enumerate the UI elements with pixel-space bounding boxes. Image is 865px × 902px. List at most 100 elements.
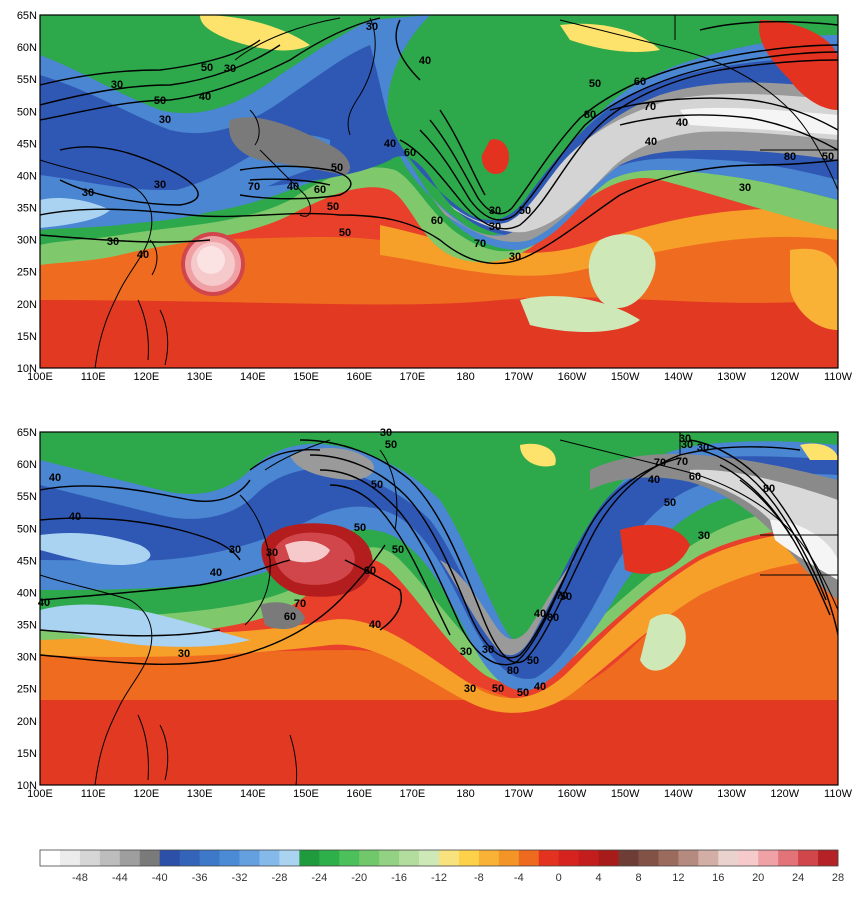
colorbar-tick-label: 12: [672, 872, 684, 884]
lon-label: 170W: [504, 788, 533, 800]
contour-label: 40: [287, 181, 299, 193]
colorbar-cell: [379, 850, 400, 866]
colorbar-cell: [598, 850, 619, 866]
colorbar-cell: [239, 850, 260, 866]
lon-label: 140E: [240, 788, 266, 800]
colorbar-cell: [219, 850, 240, 866]
contour-label: 40: [534, 608, 546, 620]
colorbar-tick-label: -36: [192, 872, 208, 884]
contour-label: 30: [698, 530, 710, 542]
colorbar-cell: [698, 850, 719, 866]
lon-label: 150W: [611, 371, 640, 383]
contour-label: 30: [482, 644, 494, 656]
colorbar: -48 -44 -40 -36 -32 -28 -24 -20 -16 -12 -8 -4 0 4 8 12 1…: [39, 849, 844, 884]
lon-label: 180: [456, 371, 474, 383]
contour-label: 80: [547, 612, 559, 624]
colorbar-tick-label: 4: [596, 872, 602, 884]
lon-label: 110W: [824, 371, 853, 383]
colorbar-cell: [778, 850, 799, 866]
lon-label: 120W: [770, 788, 799, 800]
lon-label: 180: [456, 788, 474, 800]
lon-label: 160W: [558, 371, 587, 383]
colorbar-cell: [339, 850, 360, 866]
bottom-panel-frame: [39, 431, 839, 786]
lat-label: 10N: [17, 780, 37, 792]
colorbar-tick-label: -44: [112, 872, 128, 884]
colorbar-cell: [518, 850, 540, 866]
contour-label: 40: [369, 619, 381, 631]
contour-label: 60: [284, 611, 296, 623]
colorbar-tick-label: 20: [752, 872, 764, 884]
contour-label: 40: [384, 138, 396, 150]
contour-label: 80: [763, 483, 775, 495]
lat-label: 45N: [17, 138, 37, 150]
colorbar-cell: [99, 850, 121, 866]
colorbar-labels: -48 -44 -40 -36 -32 -28 -24 -20 -16 -12 -8 -4 0 4 8 12 1…: [72, 872, 844, 884]
colorbar-cell: [798, 850, 819, 866]
lon-label: 170E: [400, 371, 426, 383]
lon-label: 140E: [240, 371, 266, 383]
colorbar-tick-label: -20: [351, 872, 367, 884]
lon-label: 160E: [346, 788, 372, 800]
lat-label: 10N: [17, 363, 37, 375]
colorbar-cell: [758, 850, 779, 866]
contour-label: 30: [107, 236, 119, 248]
contour-label: 40: [49, 472, 61, 484]
lon-label: 150E: [293, 371, 319, 383]
colorbar-tick-label: -8: [474, 872, 484, 884]
contour-label: 50: [371, 479, 383, 491]
colorbar-cell: [279, 850, 300, 866]
colorbar-tick-label: -16: [391, 872, 407, 884]
colorbar-cell: [299, 850, 320, 866]
bottom-coastlines: [40, 432, 838, 785]
lon-label: 120E: [134, 371, 160, 383]
colorbar-cell: [618, 850, 639, 866]
lat-label: 40N: [17, 587, 37, 599]
contour-label: 50: [385, 439, 397, 451]
colorbar-cell: [319, 850, 340, 866]
lon-label: 160E: [346, 371, 372, 383]
lat-label: 35N: [17, 203, 37, 215]
colorbar-tick-label: 8: [635, 872, 641, 884]
colorbar-cell: [79, 850, 101, 866]
contour-label: 50: [201, 62, 213, 74]
contour-label: 40: [645, 136, 657, 148]
colorbar-tick-label: -28: [271, 872, 287, 884]
colorbar-cells: [39, 849, 839, 867]
lon-label: 140W: [664, 371, 693, 383]
contour-label: 50: [392, 544, 404, 556]
lat-label: 55N: [17, 74, 37, 86]
colorbar-tick-label: -32: [232, 872, 248, 884]
contour-label: 30: [460, 646, 472, 658]
lat-label: 55N: [17, 491, 37, 503]
contour-label: 30: [229, 544, 241, 556]
lon-label: 120E: [134, 788, 160, 800]
contour-label: 30: [154, 179, 166, 191]
contour-label: 70: [676, 456, 688, 468]
colorbar-tick-label: 24: [792, 872, 804, 884]
contour-label: 80: [507, 665, 519, 677]
top-coastlines: [40, 15, 838, 368]
contour-label: 30: [159, 114, 171, 126]
contour-label: 40: [419, 55, 431, 67]
colorbar-cell: [419, 850, 440, 866]
colorbar-cell: [59, 850, 81, 866]
lon-label: 120W: [770, 371, 799, 383]
lon-label: 150W: [611, 788, 640, 800]
contour-label: 30: [697, 442, 709, 454]
contour-label: 50: [519, 205, 531, 217]
contour-label: 30: [679, 433, 691, 445]
contour-label: 70: [556, 590, 568, 602]
colorbar-tick-label: 0: [556, 872, 562, 884]
colorbar-cell: [718, 850, 739, 866]
contour-label: 80: [584, 109, 596, 121]
contour-label: 70: [474, 238, 486, 250]
colorbar-cell: [259, 850, 280, 866]
contour-label: 30: [681, 439, 693, 451]
lon-label: 130E: [187, 371, 213, 383]
colorbar-cell: [578, 850, 599, 866]
lat-label: 20N: [17, 716, 37, 728]
lat-label: 65N: [17, 10, 37, 22]
